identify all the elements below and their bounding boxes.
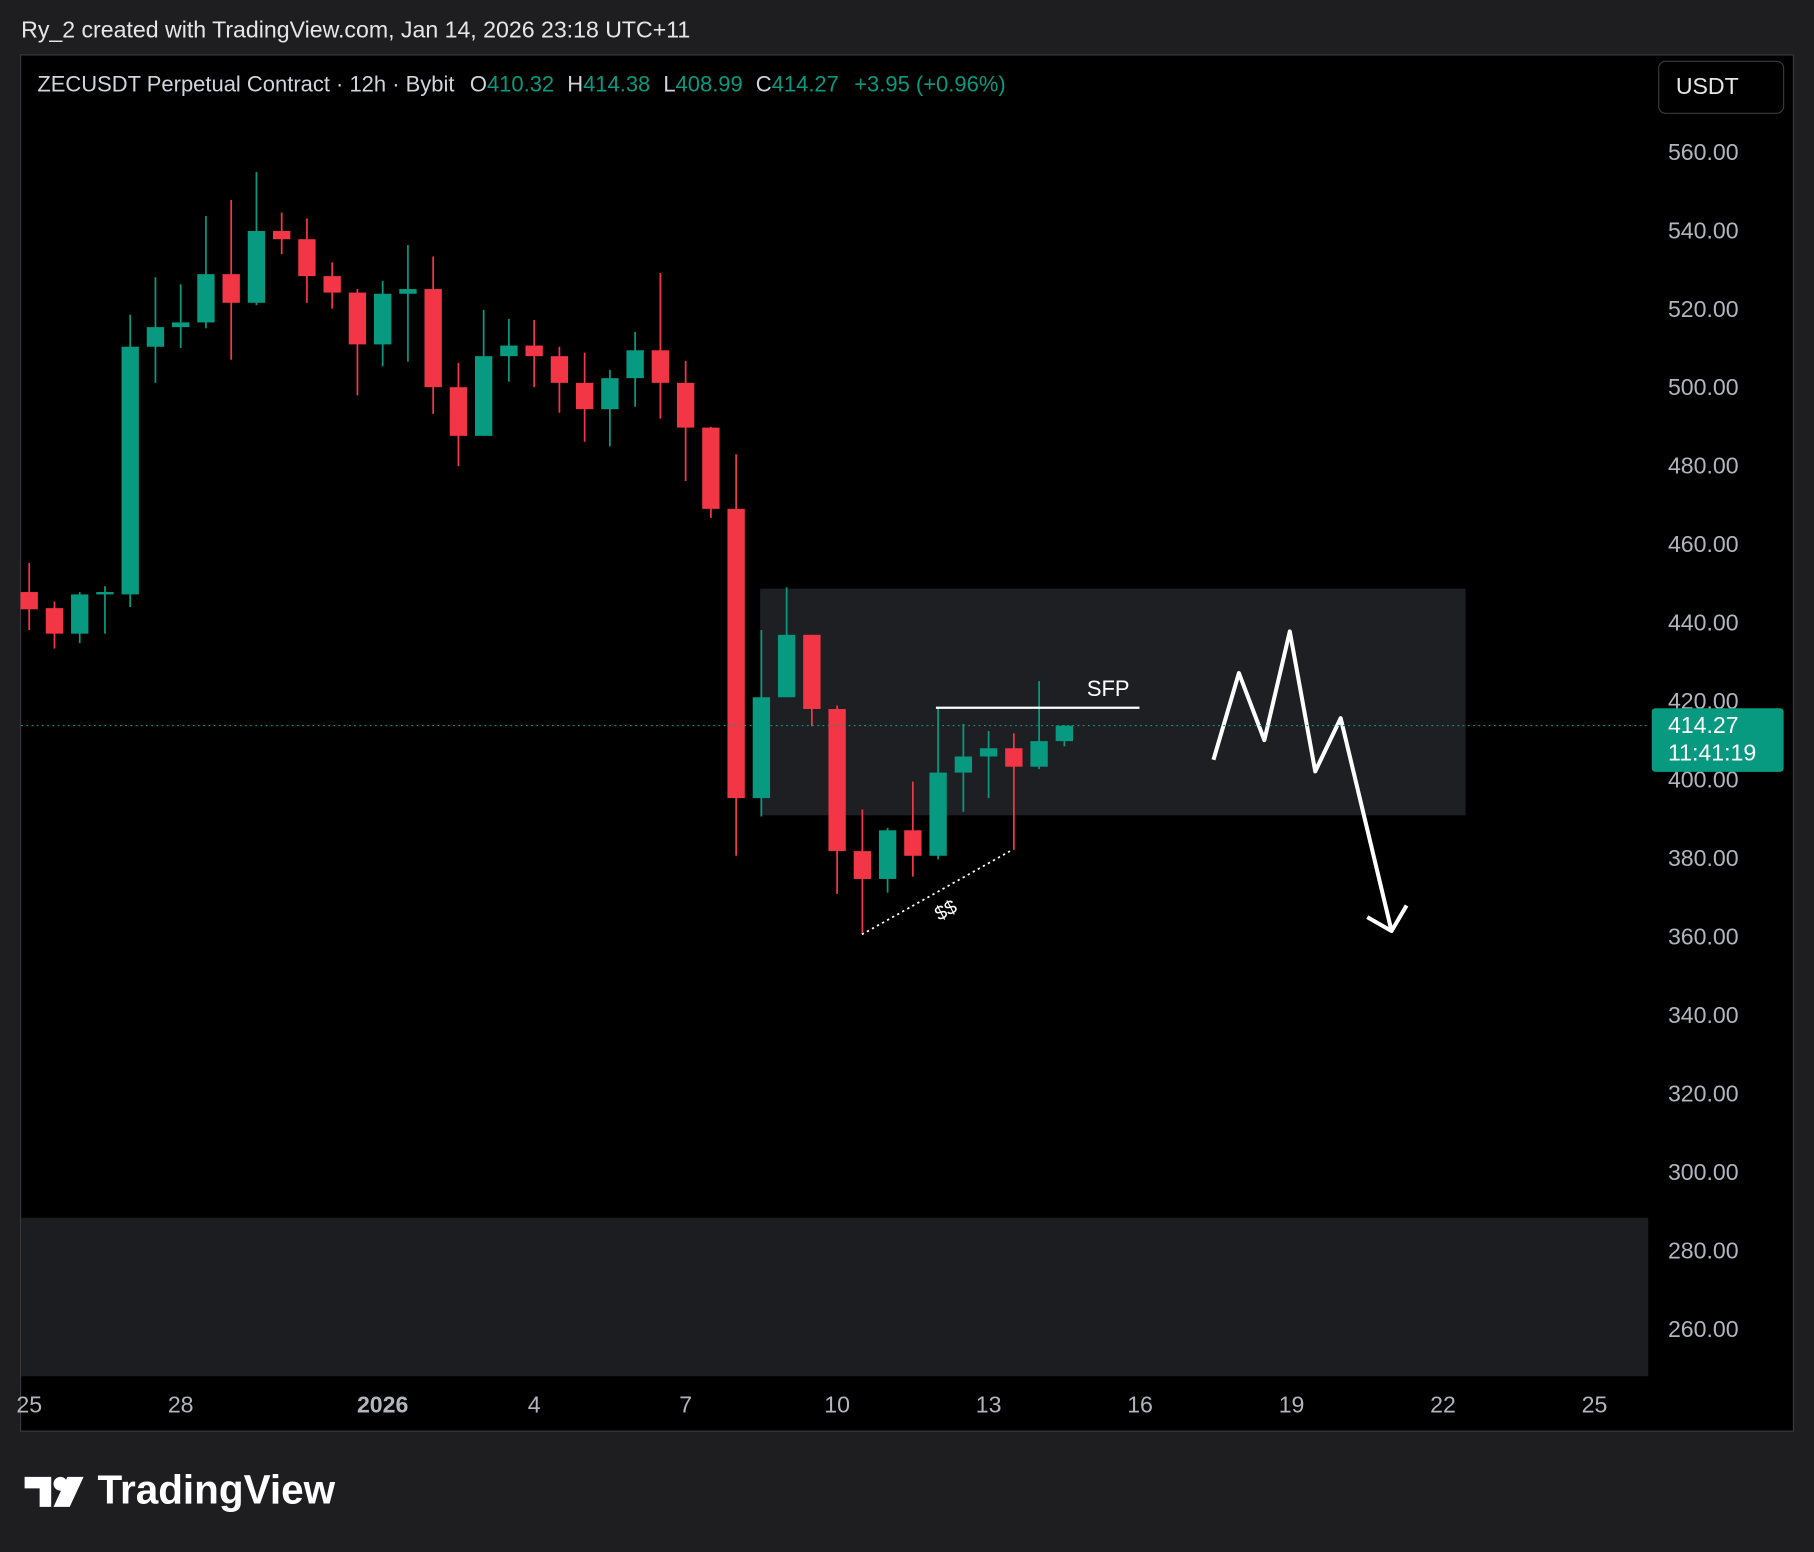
y-tick-label: 540.00 <box>1668 217 1739 243</box>
high-value: 414.38 <box>583 71 650 96</box>
high-label: H <box>567 71 583 96</box>
zone-box <box>760 588 1466 816</box>
x-tick-label: 22 <box>1430 1391 1456 1417</box>
y-tick-label: 520.00 <box>1668 296 1739 322</box>
projection-arrow <box>1211 629 1409 933</box>
logo-mark <box>53 1476 84 1507</box>
candle-body <box>676 382 695 428</box>
candle-body <box>247 230 266 303</box>
candle-body <box>878 830 897 879</box>
candle-body <box>373 293 392 345</box>
x-tick-label: 4 <box>528 1391 541 1417</box>
candle-body <box>853 851 872 879</box>
x-tick-label: 16 <box>1127 1391 1153 1417</box>
y-tick-label: 320.00 <box>1668 1081 1739 1107</box>
y-tick-label: 340.00 <box>1668 1002 1739 1028</box>
candle-body <box>575 382 594 410</box>
candle-body <box>979 748 998 757</box>
candle-body <box>273 230 291 240</box>
lower-pane <box>21 1217 1649 1377</box>
candle-body <box>449 387 468 436</box>
candle-body <box>348 292 367 345</box>
x-tick-label: 28 <box>168 1391 194 1417</box>
y-tick-label: 440.00 <box>1668 610 1739 636</box>
chart-legend: ZECUSDT Perpetual Contract · 12h · Bybit… <box>37 71 1005 96</box>
y-tick-label: 500.00 <box>1668 374 1739 400</box>
x-tick-label: 2026 <box>357 1391 409 1417</box>
open-value: 410.32 <box>487 71 554 96</box>
candle-body <box>803 634 821 710</box>
x-tick-label: 13 <box>976 1391 1002 1417</box>
candle-body <box>197 274 215 323</box>
x-tick-label: 10 <box>824 1391 850 1417</box>
brand-name: TradingView <box>97 1467 335 1513</box>
candle-body <box>752 697 771 799</box>
y-tick-label: 460.00 <box>1668 531 1739 557</box>
candle-body <box>1005 748 1023 767</box>
candle-body <box>20 592 38 610</box>
candle-body <box>45 608 64 634</box>
candle-body <box>525 345 543 357</box>
candle-body <box>626 350 644 379</box>
change: +3.95 (+0.96%) <box>854 71 1005 96</box>
close-value: 414.27 <box>772 71 839 96</box>
candle-body <box>222 274 240 303</box>
candle-body <box>96 592 114 595</box>
y-tick-label: 380.00 <box>1668 845 1739 871</box>
low-value: 408.99 <box>676 71 743 96</box>
y-tick-label: 280.00 <box>1668 1238 1739 1264</box>
candle-body <box>172 322 190 328</box>
candle-body <box>929 772 947 856</box>
currency-label[interactable]: USDT <box>1676 73 1739 99</box>
candle-body <box>1030 741 1048 767</box>
currency-button[interactable] <box>1658 60 1785 114</box>
y-tick-label: 480.00 <box>1668 453 1739 479</box>
brand-logo <box>24 1476 84 1507</box>
candle-body <box>702 427 720 509</box>
plot <box>20 172 1074 935</box>
candle-body <box>601 378 619 410</box>
y-tick-label: 260.00 <box>1668 1316 1739 1342</box>
close-label: C <box>756 71 772 96</box>
low-label: L <box>663 71 675 96</box>
candle-body <box>1055 725 1074 742</box>
price-tag-countdown: 11:41:19 <box>1668 740 1756 766</box>
candle-body <box>71 594 89 634</box>
candle-body <box>298 239 316 277</box>
sfp-label: SFP <box>1087 676 1130 701</box>
candle-body <box>146 327 165 347</box>
x-tick-label: 7 <box>679 1391 692 1417</box>
candle-body <box>474 356 493 436</box>
candle-body <box>904 830 922 856</box>
logo-mark <box>24 1476 52 1507</box>
y-tick-label: 300.00 <box>1668 1159 1739 1185</box>
candle-body <box>424 289 442 388</box>
open-label: O <box>470 71 487 96</box>
header-title: Ry_2 created with TradingView.com, Jan 1… <box>21 16 690 42</box>
candle-body <box>727 508 745 799</box>
x-tick-label: 25 <box>16 1391 42 1417</box>
candle-body <box>121 346 139 595</box>
x-tick-label: 19 <box>1279 1391 1305 1417</box>
candle-body <box>777 634 796 698</box>
price-tag <box>1651 708 1784 772</box>
symbol: ZECUSDT Perpetual Contract · 12h · Bybit <box>37 71 454 96</box>
candle-body <box>399 289 417 294</box>
candle-body <box>651 350 670 383</box>
candle-body <box>323 276 341 293</box>
candle-body <box>954 756 973 773</box>
candle-body <box>500 345 518 357</box>
candle-body <box>550 356 569 383</box>
y-tick-label: 360.00 <box>1668 924 1739 950</box>
y-tick-label: 560.00 <box>1668 139 1739 165</box>
price-tag-value: 414.27 <box>1668 712 1739 738</box>
x-tick-label: 25 <box>1582 1391 1608 1417</box>
candle-body <box>828 709 846 852</box>
